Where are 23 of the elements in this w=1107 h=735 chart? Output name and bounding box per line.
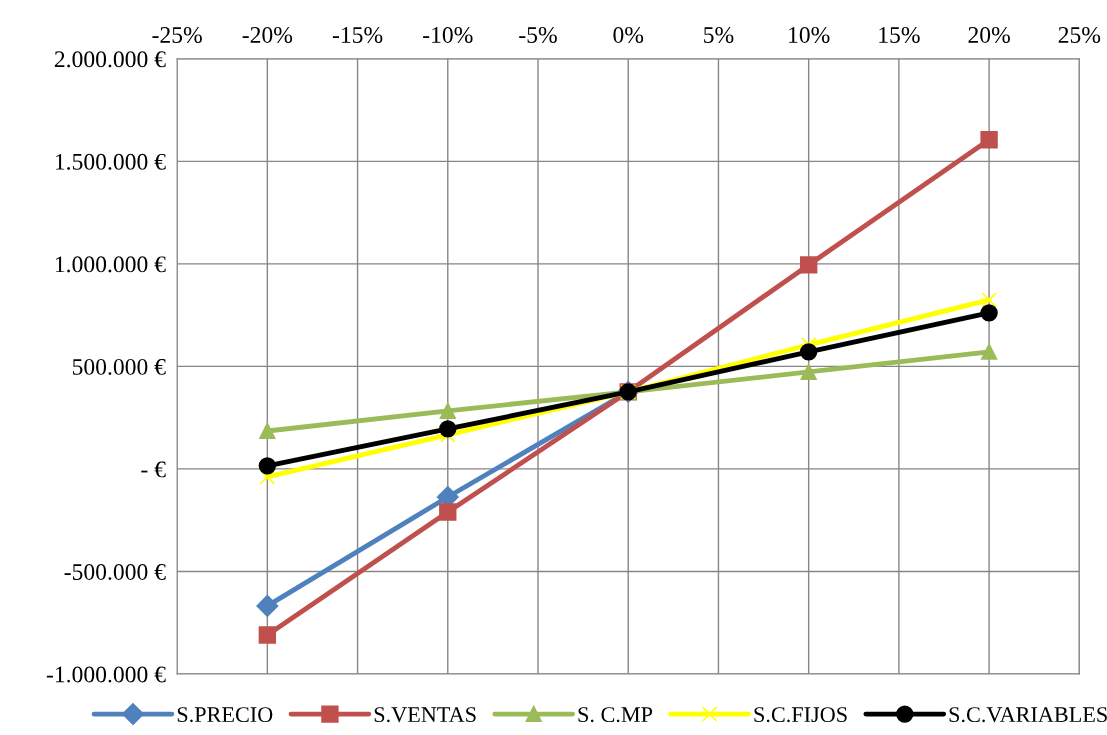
y-tick-label: -500.000 € [64, 563, 166, 580]
x-tick-label: 15% [879, 26, 920, 43]
x-tick-label: 25% [1058, 26, 1101, 43]
x-tick-label: 10% [789, 26, 830, 43]
legend-label: S.PRECIO [177, 707, 273, 723]
y-tick-label: - € [141, 461, 166, 478]
x-tick-label: 20% [968, 26, 1010, 43]
x-tick-label: -15% [332, 26, 383, 43]
x-tick-label: -5% [519, 26, 557, 43]
y-tick-label: -1.000.000 € [46, 666, 166, 683]
y-tick-label: 2.000.000 € [54, 51, 166, 68]
y-tick-label: 1.000.000 € [55, 256, 166, 273]
legend-label: S.C.FIJOS [754, 707, 847, 723]
legend-label: S. C.MP [578, 707, 653, 723]
legend-label: S.C.VARIABLES [949, 707, 1107, 723]
legend-label: S.VENTAS [374, 707, 476, 723]
y-tick-label: 1.500.000 € [55, 153, 166, 170]
x-tick-label: -25% [152, 26, 202, 43]
x-tick-label: -10% [423, 26, 473, 43]
y-tick-label: 500.000 € [72, 358, 166, 375]
x-tick-label: 0% [613, 26, 644, 43]
x-tick-label: -20% [242, 26, 293, 43]
x-tick-label: 5% [704, 26, 734, 43]
